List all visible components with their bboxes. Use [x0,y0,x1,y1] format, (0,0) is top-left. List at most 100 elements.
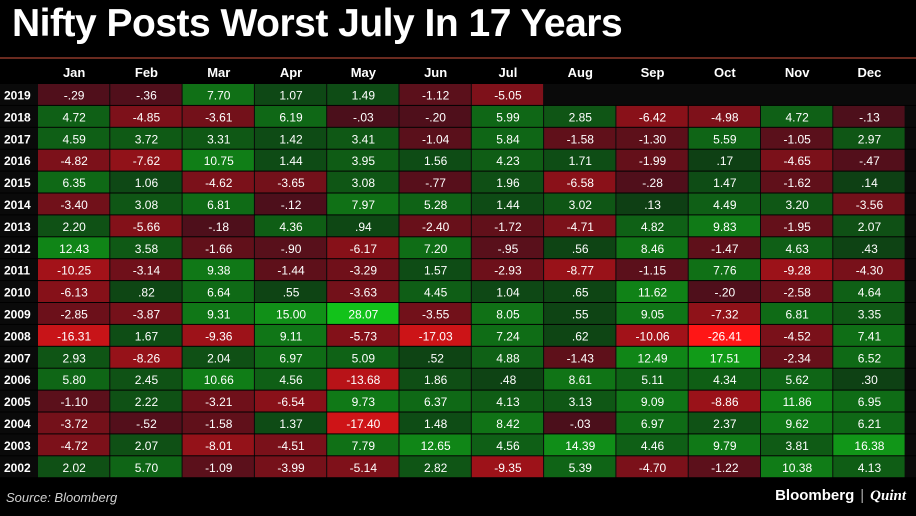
cell-value: 6.97 [279,351,303,365]
cell-value: 6.52 [858,351,882,365]
cell-value: -3.61 [205,110,233,124]
heatmap-cell [38,127,110,149]
heatmap-cell [38,390,110,412]
heatmap-cell [761,237,833,259]
cell-value: -6.17 [350,242,378,256]
cell-value: -5.05 [494,88,522,102]
column-header: Nov [785,65,810,80]
cell-value: -1.66 [205,242,233,256]
cell-value: 9.83 [713,220,737,234]
heatmap-cell [471,105,544,127]
heatmap-cell [688,434,760,456]
cell-value: 1.04 [496,286,520,300]
heatmap-cell [471,237,544,259]
cell-value: .56 [572,242,589,256]
cell-value: -4.70 [639,461,667,475]
cell-value: -2.93 [494,264,522,278]
cell-value: 9.09 [641,395,665,409]
heatmap-cell [399,215,471,237]
heatmap-cell [544,105,616,127]
cell-value: -.12 [281,198,302,212]
cell-value: .65 [572,286,589,300]
heatmap-cell [38,303,110,324]
heatmap-cell [544,259,616,281]
cell-value: 7.41 [858,329,882,343]
heatmap-cell [688,237,760,259]
heatmap-cell [110,149,182,171]
cell-value: 3.13 [569,395,593,409]
heatmap-cell [471,149,544,171]
cell-value: 1.42 [279,132,303,146]
heatmap-cell [544,127,616,149]
cell-value: 8.61 [569,373,593,387]
heatmap-cell [544,434,616,456]
year-label: 2012 [4,242,31,256]
heatmap-cell [833,434,905,456]
cell-value: -3.87 [133,307,161,321]
cell-value: -.03 [570,417,591,431]
year-label: 2016 [4,154,31,168]
heatmap-cell [254,434,327,456]
cell-value: .62 [572,329,589,343]
heatmap-cell [182,303,254,324]
cell-value: .55 [283,286,300,300]
year-label: 2014 [4,198,31,212]
cell-value: 4.13 [858,461,882,475]
cell-value: 4.72 [62,110,86,124]
heatmap-cell [254,193,327,215]
heatmap-cell [327,171,399,193]
heatmap-cell [761,456,833,478]
cell-value: -1.99 [639,154,667,168]
cell-value: 3.95 [352,154,376,168]
heatmap-cell [761,390,833,412]
year-label: 2011 [4,264,30,278]
column-header: Oct [714,65,736,80]
heatmap-cell [761,193,833,215]
cell-value: 4.56 [496,439,520,453]
cell-value: 17.51 [710,351,740,365]
cell-value: -.77 [425,176,446,190]
heatmap-cell [327,149,399,171]
heatmap-cell [327,434,399,456]
heatmap-cell [182,127,254,149]
heatmap-cell [110,324,182,346]
heatmap-cell [399,390,471,412]
year-label: 2010 [4,286,31,300]
cell-value: 1.96 [496,176,520,190]
heatmap-cell [254,390,327,412]
cell-value: 4.13 [496,395,520,409]
cell-value: 8.42 [496,417,520,431]
cell-value: 11.86 [783,395,812,409]
cell-value: -6.58 [567,176,595,190]
heatmap-cell [833,105,905,127]
heatmap-cell [254,303,327,324]
heatmap-cell [616,456,688,478]
heatmap-cell [688,215,760,237]
heatmap-cell [399,237,471,259]
heatmap-cell [254,237,327,259]
cell-value: -1.95 [783,220,811,234]
heatmap-cell [544,412,616,434]
heatmap-cell [110,259,182,281]
heatmap-cell [254,259,327,281]
column-header: Jan [63,65,85,80]
heatmap-cell [761,281,833,302]
cell-value: -4.85 [133,110,161,124]
cell-value: -4.98 [711,110,739,124]
heatmap-cell [471,171,544,193]
cell-value: 1.44 [496,198,520,212]
cell-value: 7.70 [207,88,231,102]
column-header: Apr [280,65,302,80]
heatmap-cell [616,215,688,237]
heatmap-cell [616,259,688,281]
heatmap-cell [544,456,616,478]
heatmap-cell [38,171,110,193]
column-header: May [351,65,377,80]
cell-value: -3.14 [133,264,161,278]
heatmap-cell [399,368,471,390]
heatmap-cell [471,303,544,324]
cell-value: -.28 [642,176,663,190]
page-title: Nifty Posts Worst July In 17 Years [12,2,623,45]
heatmap-cell [110,171,182,193]
cell-value: -2.34 [783,351,811,365]
